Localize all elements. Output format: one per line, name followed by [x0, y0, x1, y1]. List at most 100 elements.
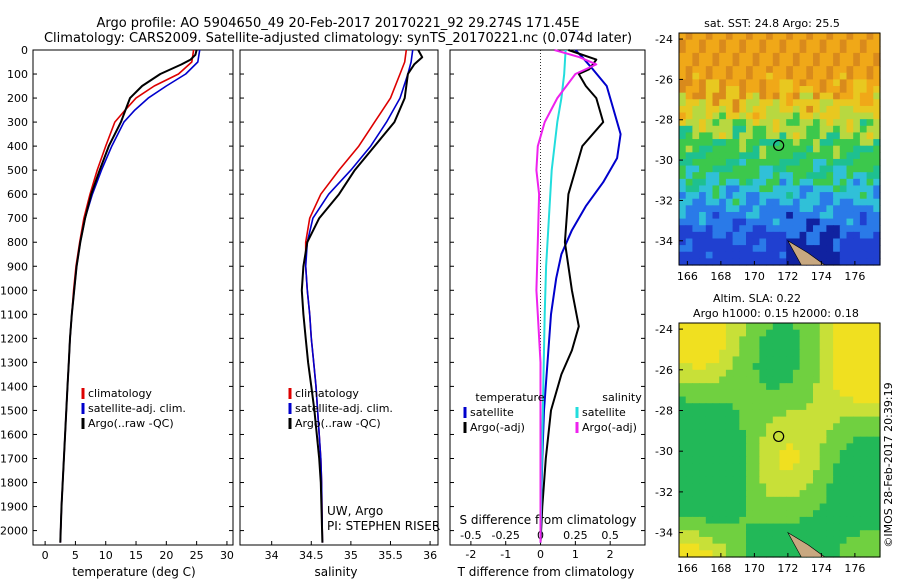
map1-cell: [846, 33, 854, 41]
map1-cell: [826, 165, 834, 173]
map2-cell: [799, 463, 807, 471]
map2-cell: [679, 496, 687, 505]
map2-cell: [766, 416, 774, 424]
map2-cell: [873, 389, 881, 398]
map1-cell: [719, 125, 727, 134]
map2-cell: [732, 349, 740, 358]
map1-cell: [766, 225, 774, 233]
map1-cell: [786, 125, 794, 134]
map1-cell: [786, 66, 794, 74]
map2-cell: [833, 436, 841, 444]
map1-cell: [813, 92, 821, 100]
map1-cell: [813, 185, 821, 193]
map2-cell: [692, 343, 700, 351]
map2-cell: [759, 423, 767, 431]
map1-cell: [806, 158, 814, 167]
map1-cell: [846, 79, 854, 87]
map1-cell: [833, 158, 841, 167]
map1-cell: [786, 46, 794, 54]
map2-cell: [853, 429, 861, 438]
map1-cell: [873, 258, 881, 266]
map1-cell: [712, 33, 720, 41]
map1-cell: [759, 59, 767, 67]
map1-cell: [833, 205, 841, 213]
map1-cell: [739, 145, 747, 153]
map1-cell: [819, 79, 827, 87]
map2-cell: [853, 483, 861, 491]
map2-cell: [806, 336, 814, 344]
map2-cell: [846, 356, 854, 364]
map2-cell: [826, 436, 834, 444]
map2-cell: [826, 550, 834, 558]
map2-cell: [846, 483, 854, 491]
map2-cell: [779, 409, 787, 418]
map1-cell: [725, 178, 734, 187]
map2-cell: [813, 490, 821, 498]
map2-cell: [866, 396, 874, 404]
map1-cell: [792, 185, 801, 193]
map2-cell: [685, 516, 693, 525]
map1-cell: [685, 92, 693, 100]
map2-cell: [712, 536, 720, 545]
map1-cell: [759, 192, 767, 200]
map2-xtick-label: 174: [811, 562, 832, 575]
map1-cell: [792, 218, 801, 226]
map1-cell: [799, 79, 807, 87]
map2-cell: [759, 329, 767, 337]
map1-cell: [746, 139, 754, 147]
map2-cell: [833, 543, 841, 551]
map2-cell: [739, 436, 747, 444]
map1-cell: [752, 218, 760, 226]
map2-cell: [806, 369, 814, 378]
map2-cell: [813, 369, 821, 378]
map2-cell: [679, 470, 687, 478]
map1-cell: [692, 72, 700, 80]
map1-cell: [679, 238, 687, 246]
map1-cell: [806, 231, 814, 240]
map1-cell: [819, 185, 827, 193]
map2-cell: [692, 376, 700, 384]
map1-cell: [719, 86, 727, 94]
map2-cell: [699, 416, 707, 424]
map1-cell: [725, 245, 734, 253]
map1-cell: [853, 165, 861, 173]
map2-cell: [826, 456, 834, 464]
map1-cell: [766, 205, 774, 213]
map2-cell: [679, 336, 687, 344]
map1-cell: [679, 145, 687, 153]
map2-cell: [813, 543, 821, 551]
map1-cell: [853, 192, 861, 200]
map1-cell: [839, 52, 848, 61]
map2-cell: [799, 443, 807, 451]
map2-cell: [752, 463, 760, 471]
map2-cell: [685, 363, 693, 371]
map2-cell: [806, 389, 814, 398]
map1-cell: [846, 158, 854, 167]
map1-cell: [699, 33, 707, 41]
map2-cell: [766, 530, 774, 538]
map1-cell: [859, 99, 868, 107]
map2-cell: [752, 436, 760, 444]
map1-cell: [712, 205, 720, 213]
map2-cell: [732, 336, 740, 344]
map2-cell: [692, 456, 700, 464]
map1-cell: [866, 205, 874, 213]
map2-cell: [752, 470, 760, 478]
map1-cell: [732, 178, 740, 187]
map2-cell: [719, 470, 727, 478]
map2-cell: [725, 463, 734, 471]
map2-cell: [719, 343, 727, 351]
map2-cell: [712, 429, 720, 438]
map2-cell: [766, 363, 774, 371]
map1-cell: [725, 33, 734, 41]
map1-cell: [739, 112, 747, 120]
map1-cell: [746, 79, 754, 87]
map1-cell: [846, 178, 854, 187]
map2-cell: [826, 496, 834, 505]
map1-cell: [685, 218, 693, 226]
map1-cell: [866, 218, 874, 226]
map2-cell: [766, 336, 774, 344]
map2-cell: [766, 343, 774, 351]
map1-cell: [806, 218, 814, 226]
map2-cell: [772, 356, 781, 364]
